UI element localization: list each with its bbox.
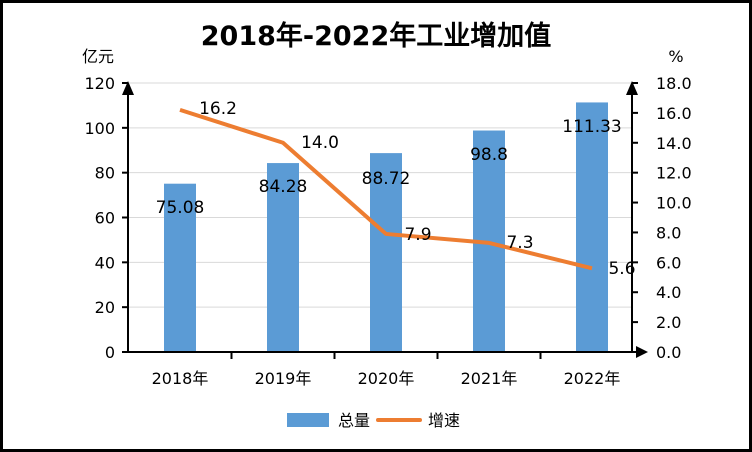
left-tick-label: 100 (84, 119, 115, 138)
right-tick-label: 4.0 (656, 283, 681, 302)
legend-label-growth: 增速 (428, 411, 460, 430)
x-tick-label: 2018年 (152, 369, 209, 388)
right-tick-label: 18.0 (656, 74, 692, 93)
left-tick-label: 120 (84, 74, 115, 93)
right-tick-label: 10.0 (656, 194, 692, 213)
x-tick-label: 2020年 (358, 369, 415, 388)
line-value-label: 7.3 (506, 233, 533, 253)
left-tick-label: 60 (95, 209, 115, 228)
bar-2020年 (370, 153, 402, 352)
left-tick-label: 20 (95, 298, 115, 317)
legend-bar-swatch (287, 413, 329, 427)
right-tick-label: 12.0 (656, 164, 692, 183)
right-tick-label: 14.0 (656, 134, 692, 153)
line-value-label: 16.2 (199, 99, 237, 119)
line-value-label: 14.0 (301, 133, 339, 153)
bar-2018年 (164, 183, 196, 352)
x-tick-label: 2019年 (255, 369, 312, 388)
bar-value-label: 98.8 (470, 145, 508, 165)
bar-value-label: 88.72 (362, 169, 411, 189)
right-tick-label: 8.0 (656, 223, 681, 242)
line-value-label: 7.9 (404, 225, 431, 245)
left-axis-unit: 亿元 (82, 47, 114, 66)
bar-value-label: 84.28 (259, 177, 308, 197)
right-tick-label: 6.0 (656, 253, 681, 272)
line-value-label: 5.6 (608, 259, 635, 279)
right-tick-label: 0.0 (656, 343, 681, 362)
x-axis-arrow-icon (636, 346, 648, 358)
right-tick-label: 2.0 (656, 313, 681, 332)
x-tick-label: 2021年 (461, 369, 518, 388)
bar-value-label: 75.08 (156, 198, 205, 218)
left-tick-label: 80 (95, 164, 115, 183)
bar-value-label: 111.33 (562, 117, 621, 137)
right-axis-unit: % (668, 47, 683, 66)
left-axis-arrow-icon (122, 81, 134, 95)
bar-2019年 (267, 163, 299, 352)
right-axis-arrow-icon (626, 81, 638, 95)
legend-label-total: 总量 (338, 411, 370, 430)
x-tick-label: 2022年 (564, 369, 621, 388)
left-tick-label: 40 (95, 253, 115, 272)
right-tick-label: 16.0 (656, 104, 692, 123)
left-tick-label: 0 (105, 343, 115, 362)
bar-2022年 (576, 102, 608, 353)
chart-title: 2018年-2022年工业增加值 (201, 20, 552, 52)
